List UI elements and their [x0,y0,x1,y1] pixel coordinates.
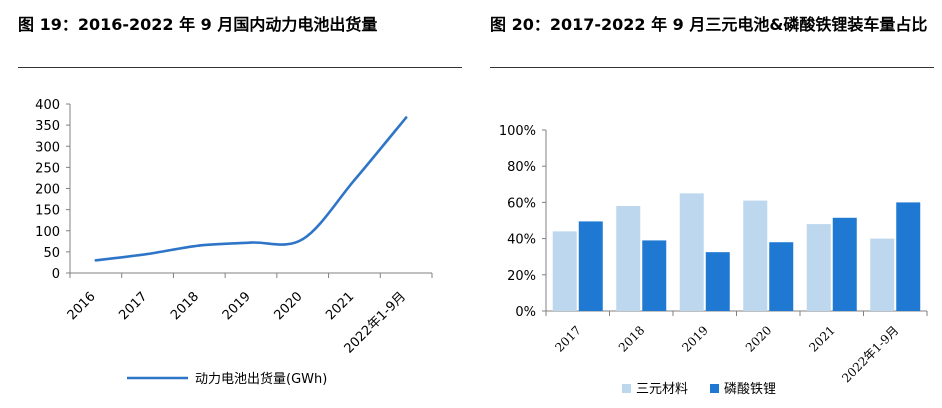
y-tick-label: 0% [515,305,536,320]
legend-label: 磷酸铁锂 [724,382,776,397]
x-tick-label: 2017 [116,289,150,323]
y-tick-label: 40% [507,233,536,248]
right-chart-title: 图 20：2017-2022 年 9 月三元电池&磷酸铁锂装车量占比 [490,15,928,34]
y-tick-label: 200 [35,183,60,198]
y-tick-label: 100% [499,124,536,139]
x-tick-label: 2019 [679,323,710,354]
left-chart-title: 图 19：2016-2022 年 9 月国内动力电池出货量 [18,15,378,34]
left-title-rule [18,67,462,68]
y-tick-label: 400 [35,98,60,113]
x-tick-label: 2022年1-9月 [839,323,901,385]
x-tick-label: 2016 [65,289,99,323]
bar-ternary [870,238,895,311]
legend-swatch [710,384,719,393]
data-point [301,238,304,241]
data-point [198,244,201,247]
y-tick-label: 250 [35,161,60,176]
bar-ternary [552,231,577,311]
bar-chart: 0% 20% 40% 60% 80% 100% 2017 2018 2019 2020 2021 20… [499,124,928,397]
x-tick-label: 2018 [616,323,647,354]
bar-lfp [705,252,730,311]
bar-lfp [832,217,857,311]
data-point [94,259,98,262]
y-tick-label: 350 [35,119,60,134]
legend-label: 三元材料 [636,382,688,397]
y-tick-label: 60% [507,196,536,211]
x-tick-label: 2018 [168,289,202,323]
right-title-rule [490,67,934,68]
series-line [94,116,408,262]
bar-ternary [743,200,768,311]
line-chart: 0 50 100 150 200 250 300 350 400 2016 2017 2018 2019… [35,98,433,387]
data-point [146,252,149,256]
data-point [404,116,408,119]
legend-label: 动力电池出货量(GWh) [195,371,327,387]
x-tick-label: 2017 [552,323,583,354]
y-tick-label: 0 [52,267,60,282]
right-chart-panel: 图 20：2017-2022 年 9 月三元电池&磷酸铁锂装车量占比 0% 20%… [480,0,942,408]
y-tick-label: 100 [35,225,60,240]
x-tick-label: 2021 [323,289,357,323]
bar-lfp [578,221,603,311]
y-tick-label: 300 [35,140,60,155]
data-point [353,178,356,182]
x-tick-label: 2020 [743,323,774,354]
bar-lfp [896,202,921,311]
bar-lfp [769,242,794,311]
data-point [249,241,253,244]
y-tick-label: 80% [507,160,536,175]
x-tick-label: 2020 [272,289,306,323]
bar-lfp [642,240,667,311]
left-chart-panel: 图 19：2016-2022 年 9 月国内动力电池出货量 0 50 100 150 2… [0,0,470,408]
y-tick-label: 150 [35,204,60,219]
bar-ternary [806,224,831,311]
bar-ternary [679,193,704,311]
y-tick-label: 50 [43,246,60,261]
bar-ternary [616,206,641,311]
x-tick-label: 2021 [806,323,837,354]
x-tick-label: 2019 [220,289,254,323]
legend-swatch [622,384,631,393]
y-tick-label: 20% [507,269,536,284]
